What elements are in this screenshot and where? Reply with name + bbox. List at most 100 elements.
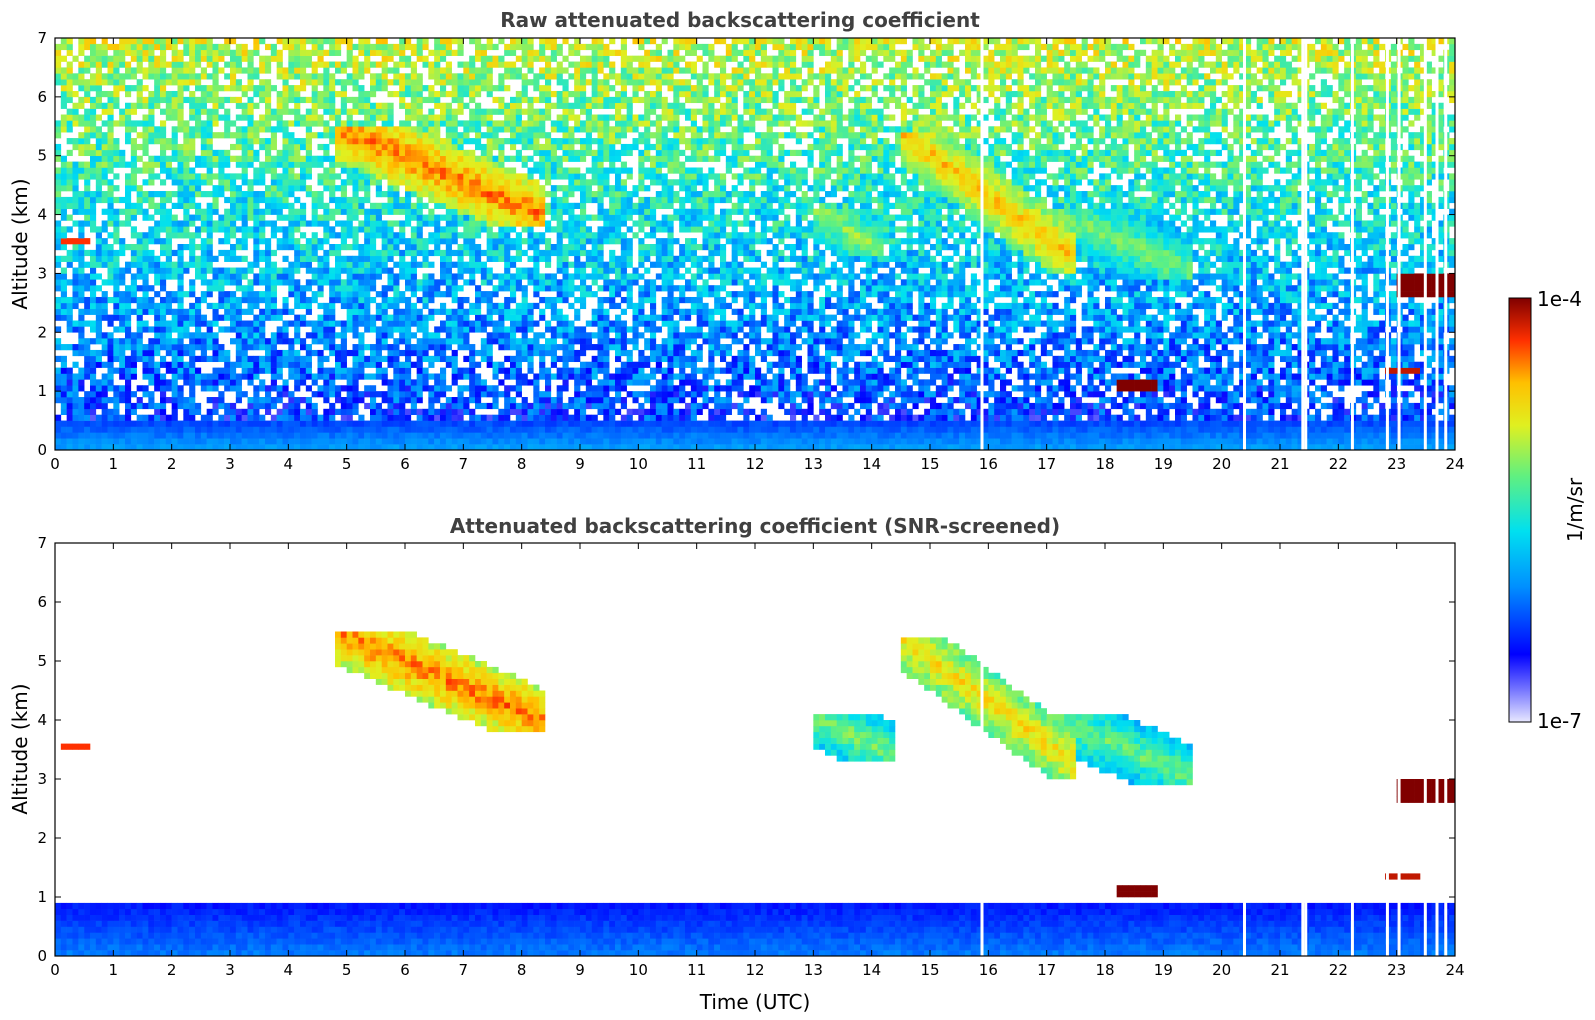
heatmap-cell [78,43,85,51]
heatmap-cell [305,120,312,127]
heatmap-cell [300,249,307,257]
heatmap-cell [451,249,458,257]
heatmap-cell [463,385,470,392]
heatmap-cell [469,155,476,162]
heatmap-cell [212,149,219,157]
heatmap-cell [568,108,575,115]
heatmap-cell [160,420,167,427]
heatmap-cell [515,249,522,257]
heatmap-cell [498,361,505,368]
heatmap-cell [55,191,62,198]
heatmap-cell [113,326,120,333]
heatmap-cell [440,420,447,427]
heatmap-cell [387,408,394,415]
heatmap-cell [235,43,242,51]
heatmap-cell [317,120,324,127]
heatmap-cell [125,49,132,56]
heatmap-cell [113,173,120,180]
heatmap-cell [352,308,359,315]
heatmap-cell [294,238,301,245]
heatmap-cell [475,302,482,310]
heatmap-cell [270,402,277,410]
heatmap-cell [224,161,231,168]
heatmap-cell [247,285,254,292]
heatmap-cell [510,155,517,162]
heatmap-cell [562,344,569,351]
heatmap-cell [469,61,476,68]
heatmap-cell [556,420,563,427]
heatmap-cell [265,138,272,145]
heatmap-cell [469,255,476,262]
heatmap-cell [84,402,91,410]
heatmap-cell [492,196,499,204]
heatmap-cell [352,61,359,68]
heatmap-cell [405,79,412,86]
heatmap-cell [107,108,114,115]
heatmap-cell [475,114,482,121]
heatmap-cell [492,385,499,392]
heatmap-cell [550,279,557,286]
heatmap-cell [113,220,120,227]
heatmap-cell [300,120,307,127]
heatmap-cell [480,167,487,174]
heatmap-cell [416,102,423,109]
heatmap-cell [475,379,482,386]
heatmap-cell [498,438,505,445]
heatmap-cell [270,314,277,321]
heatmap-cell [375,308,382,315]
heatmap-cell [218,173,225,180]
heatmap-cell [253,438,260,445]
heatmap-cell [428,185,435,192]
heatmap-cell [533,302,540,310]
heatmap-cell [72,420,79,427]
heatmap-cell [545,114,552,121]
heatmap-cell [550,138,557,145]
heatmap-cell [276,432,283,439]
heatmap-cell [84,43,91,51]
heatmap-cell [218,391,225,398]
heatmap-cell [463,179,470,186]
heatmap-cell [84,202,91,209]
heatmap-cell [300,397,307,404]
heatmap-cell [265,426,272,433]
heatmap-cell [568,114,575,121]
heatmap-cell [399,391,406,398]
heatmap-cell [259,61,266,68]
heatmap-cell [375,102,382,109]
heatmap-cell [165,167,172,174]
heatmap-cell [66,90,73,98]
heatmap-cell [410,79,417,86]
heatmap-cell [130,232,137,239]
heatmap-cell [224,426,231,433]
heatmap-cell [259,338,266,345]
heatmap-cell [107,220,114,227]
heatmap-cell [60,79,67,86]
heatmap-cell [486,126,493,133]
heatmap-cell [177,96,184,104]
heatmap-cell [90,55,97,62]
heatmap-cell [410,285,417,292]
heatmap-cell [276,108,283,115]
heatmap-cell [399,161,406,168]
heatmap-cell [148,49,155,56]
heatmap-cell [113,79,120,86]
heatmap-cell [498,379,505,386]
heatmap-cell [428,179,435,186]
heatmap-cell [410,202,417,209]
heatmap-cell [533,149,540,157]
heatmap-cell [84,132,91,139]
heatmap-cell [451,143,458,151]
heatmap-cell [428,67,435,74]
heatmap-cell [387,173,394,180]
heatmap-cell [171,426,178,433]
heatmap-cell [533,73,540,80]
heatmap-cell [241,132,248,139]
heatmap-cell [492,285,499,292]
heatmap-cell [282,379,289,386]
heatmap-cell [521,173,528,180]
heatmap-cell [282,102,289,109]
heatmap-cell [171,408,178,415]
heatmap-cell [241,361,248,368]
heatmap-cell [247,191,254,198]
heatmap-cell [498,226,505,233]
